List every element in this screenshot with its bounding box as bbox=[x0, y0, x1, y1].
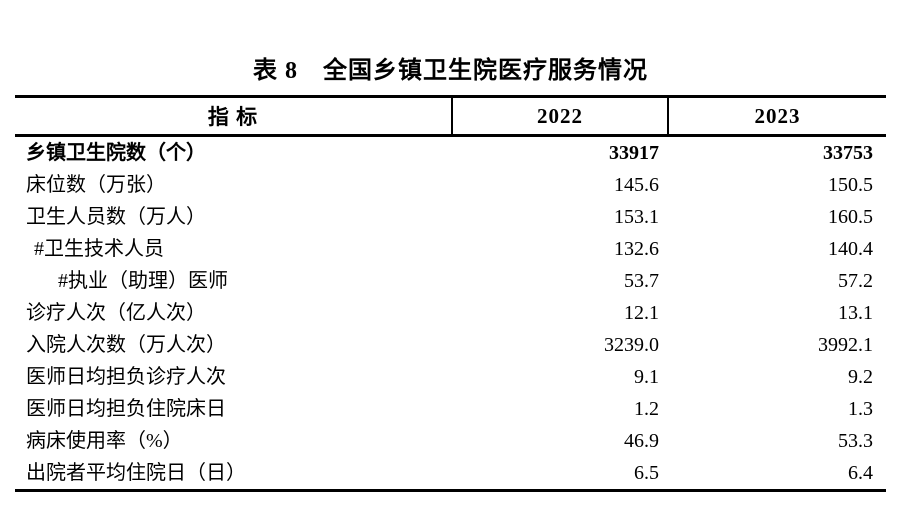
table-row: 床位数（万张） 145.6 150.5 bbox=[15, 169, 886, 201]
indicator-cell: 乡镇卫生院数（个） bbox=[26, 142, 206, 164]
table-body: 乡镇卫生院数（个） 33917 33753 床位数（万张） 145.6 150.5 卫生人员… bbox=[15, 136, 886, 491]
value-2023-cell: 6.4 bbox=[848, 462, 873, 484]
indicator-cell: 病床使用率（%） bbox=[26, 430, 183, 452]
value-2023-cell: 140.4 bbox=[828, 238, 873, 260]
indicator-cell: 出院者平均住院日（日） bbox=[26, 462, 246, 484]
value-2023-cell: 150.5 bbox=[828, 174, 873, 196]
value-2022-cell: 153.1 bbox=[614, 206, 659, 228]
value-2023-cell: 33753 bbox=[823, 142, 873, 164]
indicator-cell: #卫生技术人员 bbox=[34, 238, 164, 260]
table-row: #执业（助理）医师 53.7 57.2 bbox=[15, 265, 886, 297]
value-2022-cell: 3239.0 bbox=[604, 334, 659, 356]
statistics-table: 指 标 2022 2023 乡镇卫生院数（个） 33917 33753 床位数（万张）… bbox=[15, 95, 886, 492]
value-2023-cell: 13.1 bbox=[838, 302, 873, 324]
table-row: 入院人次数（万人次） 3239.0 3992.1 bbox=[15, 329, 886, 361]
table-row: 乡镇卫生院数（个） 33917 33753 bbox=[15, 136, 886, 170]
value-2023-cell: 53.3 bbox=[838, 430, 873, 452]
table-title: 表 8 全国乡镇卫生院医疗服务情况 bbox=[253, 58, 648, 84]
table-row: #卫生技术人员 132.6 140.4 bbox=[15, 233, 886, 265]
value-2023-cell: 3992.1 bbox=[818, 334, 873, 356]
indicator-cell: 医师日均担负住院床日 bbox=[26, 398, 226, 420]
indicator-cell: 床位数（万张） bbox=[26, 174, 166, 196]
indicator-cell: #执业（助理）医师 bbox=[58, 270, 228, 292]
column-header-2023: 2023 bbox=[667, 96, 886, 137]
indicator-cell: 入院人次数（万人次） bbox=[26, 334, 226, 356]
value-2022-cell: 145.6 bbox=[614, 174, 659, 196]
header-row: 指 标 2022 2023 bbox=[15, 96, 886, 137]
table-row: 医师日均担负住院床日 1.2 1.3 bbox=[15, 393, 886, 425]
table-row: 诊疗人次（亿人次） 12.1 13.1 bbox=[15, 297, 886, 329]
value-2023-cell: 1.3 bbox=[848, 398, 873, 420]
table-row: 出院者平均住院日（日） 6.5 6.4 bbox=[15, 457, 886, 491]
value-2022-cell: 132.6 bbox=[614, 238, 659, 260]
indicator-cell: 医师日均担负诊疗人次 bbox=[26, 366, 226, 388]
value-2022-cell: 6.5 bbox=[634, 462, 659, 484]
indicator-cell: 卫生人员数（万人） bbox=[26, 206, 206, 228]
table-row: 医师日均担负诊疗人次 9.1 9.2 bbox=[15, 361, 886, 393]
value-2022-cell: 53.7 bbox=[624, 270, 659, 292]
value-2022-cell: 33917 bbox=[609, 142, 659, 164]
value-2023-cell: 9.2 bbox=[848, 366, 873, 388]
column-header-indicator: 指 标 bbox=[15, 96, 452, 137]
value-2023-cell: 57.2 bbox=[838, 270, 873, 292]
table-row: 卫生人员数（万人） 153.1 160.5 bbox=[15, 201, 886, 233]
table-row: 病床使用率（%） 46.9 53.3 bbox=[15, 425, 886, 457]
value-2022-cell: 12.1 bbox=[624, 302, 659, 324]
indicator-cell: 诊疗人次（亿人次） bbox=[26, 302, 206, 324]
column-header-2022: 2022 bbox=[451, 96, 668, 137]
value-2022-cell: 1.2 bbox=[634, 398, 659, 420]
value-2022-cell: 46.9 bbox=[624, 430, 659, 452]
table-header: 指 标 2022 2023 bbox=[15, 96, 886, 137]
value-2022-cell: 9.1 bbox=[634, 366, 659, 388]
value-2023-cell: 160.5 bbox=[828, 206, 873, 228]
